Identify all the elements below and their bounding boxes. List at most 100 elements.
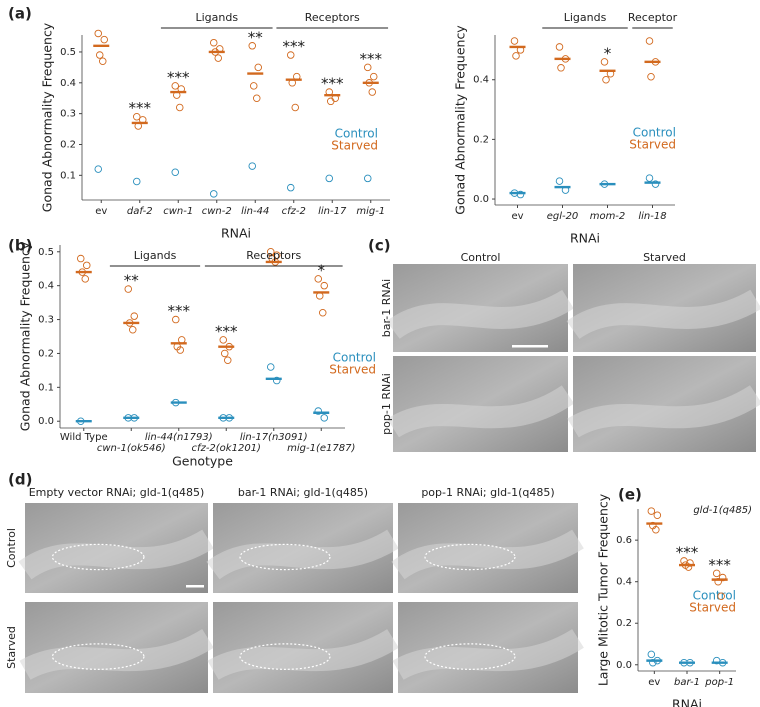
legend-entry: Starved bbox=[331, 139, 378, 153]
group-label: Receptors bbox=[305, 11, 360, 24]
gonad-outline bbox=[424, 543, 516, 571]
gonad-outline bbox=[51, 543, 145, 571]
worm-outline bbox=[18, 529, 214, 580]
row-label: Starved bbox=[5, 626, 18, 669]
data-point bbox=[132, 177, 141, 186]
group-label: Receptors bbox=[246, 249, 301, 262]
y-tick-label: 0.0 bbox=[616, 660, 632, 671]
y-axis-title: Gonad Abnormality Frequency bbox=[40, 22, 55, 212]
column-header: Control bbox=[461, 251, 501, 264]
x-tick-label: lin-17(n3091) bbox=[240, 432, 308, 443]
worm-outline bbox=[566, 289, 760, 340]
y-tick-label: 0.5 bbox=[38, 247, 54, 258]
x-tick-label: Wild Type bbox=[60, 432, 108, 443]
data-point bbox=[686, 559, 694, 567]
y-tick-label: 0.4 bbox=[38, 281, 54, 292]
group-label: Ligands bbox=[195, 11, 238, 24]
data-point bbox=[267, 363, 275, 371]
y-tick-label: 0.2 bbox=[473, 134, 489, 145]
data-point bbox=[175, 103, 184, 112]
data-point bbox=[325, 174, 334, 183]
data-point bbox=[320, 414, 329, 422]
column-header: pop-1 RNAi; gld-1(q485) bbox=[421, 486, 554, 499]
significance: *** bbox=[283, 38, 306, 56]
data-point bbox=[645, 37, 654, 45]
data-point bbox=[100, 35, 108, 44]
data-point bbox=[647, 507, 656, 515]
data-point bbox=[364, 174, 372, 183]
data-point bbox=[95, 51, 104, 59]
data-point bbox=[320, 281, 329, 290]
panel-label: (d) bbox=[8, 471, 32, 489]
x-axis-title: RNAi bbox=[570, 231, 600, 246]
x-tick-label: cwn-1(ok546) bbox=[97, 443, 166, 454]
y-tick-label: 0.2 bbox=[38, 348, 54, 359]
data-point bbox=[651, 180, 660, 188]
y-axis-title: Large Mitotic Tumor Frequency bbox=[596, 493, 611, 686]
data-point bbox=[649, 658, 657, 667]
data-point bbox=[176, 346, 184, 354]
data-point bbox=[82, 261, 91, 270]
chart-annotation: gld-1(q485) bbox=[693, 505, 752, 516]
x-tick-label: pop-1 bbox=[704, 677, 734, 688]
group-label: Receptor bbox=[628, 11, 678, 24]
data-point bbox=[718, 573, 727, 582]
data-point bbox=[647, 650, 656, 659]
legend-entry: Control bbox=[333, 351, 376, 365]
data-point bbox=[132, 112, 141, 121]
gonad-outline bbox=[239, 543, 331, 571]
data-point bbox=[602, 75, 610, 84]
significance: *** bbox=[321, 75, 344, 93]
data-point bbox=[94, 165, 102, 173]
worm-outline bbox=[392, 628, 584, 681]
data-point bbox=[600, 58, 609, 66]
legend-entry: Starved bbox=[629, 138, 676, 152]
x-tick-label: cwn-2 bbox=[202, 206, 232, 217]
significance: *** bbox=[360, 50, 383, 68]
group-label: Ligands bbox=[564, 11, 607, 24]
data-point bbox=[287, 51, 295, 59]
data-point bbox=[319, 309, 327, 317]
y-tick-label: 0.2 bbox=[616, 618, 632, 629]
data-point bbox=[647, 73, 655, 81]
data-point bbox=[555, 177, 564, 185]
x-tick-label: cfz-2 bbox=[282, 206, 306, 217]
row-label: pop-1 RNAi bbox=[380, 373, 393, 435]
data-point bbox=[516, 190, 525, 199]
legend-entry: Control bbox=[633, 126, 676, 140]
data-point bbox=[98, 57, 107, 65]
data-point bbox=[555, 43, 564, 51]
y-tick-label: 0.3 bbox=[60, 109, 76, 120]
x-tick-label: ev bbox=[511, 211, 523, 222]
data-point bbox=[214, 54, 222, 62]
data-point bbox=[287, 183, 295, 192]
significance: * bbox=[318, 261, 326, 279]
data-point bbox=[81, 275, 89, 283]
significance: *** bbox=[215, 322, 238, 340]
group-label: Ligands bbox=[134, 249, 177, 262]
data-point bbox=[273, 376, 281, 385]
y-tick-label: 0.2 bbox=[60, 139, 76, 150]
panel-label: (e) bbox=[618, 486, 642, 504]
y-tick-label: 0.6 bbox=[616, 535, 632, 546]
worm-outline bbox=[387, 385, 575, 438]
significance: * bbox=[604, 44, 612, 62]
x-axis-title: Genotype bbox=[172, 454, 233, 469]
column-header: Empty vector RNAi; gld-1(q485) bbox=[29, 486, 205, 499]
significance: *** bbox=[708, 556, 731, 574]
row-label: Control bbox=[5, 528, 18, 568]
y-tick-label: 0.4 bbox=[616, 577, 632, 588]
data-point bbox=[220, 349, 229, 358]
gonad-outline bbox=[51, 643, 145, 670]
data-point bbox=[94, 29, 102, 38]
data-point bbox=[370, 72, 378, 81]
significance: ** bbox=[124, 272, 140, 290]
data-point bbox=[714, 577, 722, 586]
y-tick-label: 0.1 bbox=[60, 170, 76, 181]
worm-outline bbox=[206, 529, 399, 580]
y-tick-label: 0.0 bbox=[473, 194, 489, 205]
data-point bbox=[209, 38, 218, 47]
data-point bbox=[364, 63, 372, 72]
data-point bbox=[252, 94, 261, 102]
